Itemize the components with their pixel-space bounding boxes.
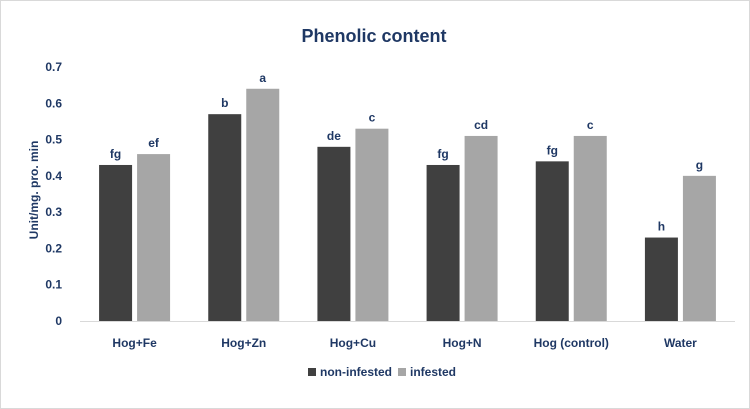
y-tick-label: 0.3 — [45, 205, 62, 219]
category-label: Hog+Fe — [112, 336, 157, 350]
category-label: Water — [664, 336, 697, 350]
y-tick-label: 0.1 — [45, 278, 62, 292]
bar-data-label: c — [369, 111, 376, 125]
y-tick-label: 0.2 — [45, 241, 62, 255]
legend-swatch — [398, 368, 406, 376]
category-label: Hog+N — [443, 336, 482, 350]
bar-data-label: cd — [474, 118, 488, 132]
legend: non-infested infested — [308, 365, 456, 379]
bar-data-label: b — [221, 96, 228, 110]
bar-data-label: h — [658, 220, 665, 234]
bar-non-infested-Hog+N — [426, 164, 460, 321]
bar-infested-Hog+N — [464, 135, 498, 321]
bar-labels-group: fg ef b a de c fg cd fg c h g — [110, 71, 703, 234]
bar-infested-Hog+Fe — [137, 154, 171, 321]
y-axis-label: Unit/mg. pro. min — [27, 141, 41, 240]
bar-non-infested-Hog+Cu — [317, 146, 351, 321]
bar-infested-Hog+Cu — [355, 128, 389, 321]
bar-data-label: a — [259, 71, 266, 85]
category-label: Hog+Cu — [330, 336, 376, 350]
y-tick-label: 0 — [55, 314, 62, 328]
bars-group — [99, 88, 716, 322]
category-labels: Hog+Fe Hog+Zn Hog+Cu Hog+N Hog (control) Wate… — [112, 336, 697, 350]
y-tick-label: 0.4 — [45, 169, 62, 183]
y-tick-label: 0.6 — [45, 96, 62, 110]
bar-data-label: g — [696, 158, 703, 172]
bar-data-label: fg — [547, 143, 558, 157]
chart-title: Phenolic content — [301, 26, 446, 46]
bar-data-label: fg — [110, 147, 121, 161]
bar-non-infested-Water — [644, 237, 678, 321]
bar-data-label: ef — [148, 136, 160, 150]
legend-label: non-infested — [320, 365, 392, 379]
bar-infested-Hog (control) — [573, 135, 607, 321]
category-label: Hog+Zn — [221, 336, 266, 350]
y-tick-label: 0.5 — [45, 133, 62, 147]
bar-data-label: de — [327, 129, 341, 143]
bar-data-label: c — [587, 118, 594, 132]
bar-data-label: fg — [437, 147, 448, 161]
y-axis-ticks: 0 0.1 0.2 0.3 0.4 0.5 0.6 0.7 — [45, 60, 62, 328]
y-tick-label: 0.7 — [45, 60, 62, 74]
legend-label: infested — [410, 365, 456, 379]
legend-swatch — [308, 368, 316, 376]
bar-non-infested-Hog+Zn — [208, 114, 242, 322]
bar-infested-Water — [682, 175, 716, 321]
bar-non-infested-Hog+Fe — [99, 164, 133, 321]
category-label: Hog (control) — [534, 336, 609, 350]
bar-non-infested-Hog (control) — [535, 161, 569, 321]
bar-infested-Hog+Zn — [246, 88, 280, 322]
